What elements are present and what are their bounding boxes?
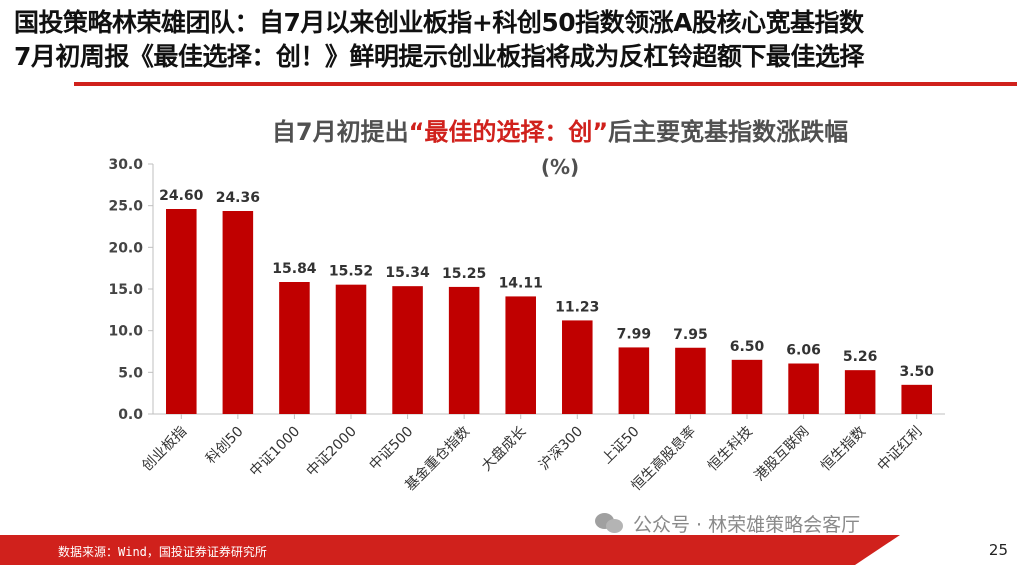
bar-chart: 0.0 5.0 10.0 15.0 20.0 25.0 30.0 24.60 创业板指 24.36… xyxy=(108,157,945,494)
accent-rule xyxy=(74,82,1017,86)
data-label: 7.99 xyxy=(617,326,652,342)
bar xyxy=(675,347,706,414)
bar xyxy=(166,209,197,414)
unit-label: (%) xyxy=(540,155,580,179)
footer-band: 数据来源：Wind，国投证券证券研究所 25 xyxy=(0,535,1024,565)
bar xyxy=(505,296,536,414)
data-label: 6.06 xyxy=(786,343,821,359)
data-label: 3.50 xyxy=(899,364,934,380)
headline: 国投策略林荣雄团队：自7月以来创业板指+科创50指数领涨A股核心宽基指数 7月初… xyxy=(14,6,1014,74)
bar xyxy=(901,384,932,414)
x-tick-label: 中证红利 xyxy=(875,424,926,475)
page-number: 25 xyxy=(988,541,1008,559)
bar xyxy=(731,359,763,414)
y-tick-label: 5.0 xyxy=(118,365,143,381)
x-tick-label: 中证1000 xyxy=(247,424,303,480)
bar xyxy=(844,370,876,414)
data-label: 5.26 xyxy=(843,349,878,365)
bar xyxy=(335,284,367,414)
x-tick-label: 科创50 xyxy=(203,424,247,468)
chart-title-suffix: 后主要宽基指数涨跌幅 xyxy=(608,118,849,146)
y-tick-label: 25.0 xyxy=(108,199,143,215)
bar xyxy=(788,363,819,414)
chart-title-highlight: “最佳的选择：创” xyxy=(408,118,609,146)
bar xyxy=(222,211,254,414)
x-tick-label: 恒生科技 xyxy=(705,424,756,475)
x-tick-label: 港股互联网 xyxy=(752,424,813,485)
watermark-text: 公众号 · 林荣雄策略会客厅 xyxy=(633,513,861,536)
y-tick-label: 0.0 xyxy=(118,407,143,423)
footer-red-band xyxy=(0,535,900,565)
headline-line-1: 国投策略林荣雄团队：自7月以来创业板指+科创50指数领涨A股核心宽基指数 xyxy=(14,8,864,37)
data-label: 6.50 xyxy=(730,339,765,355)
data-label: 24.36 xyxy=(216,190,260,206)
x-tick-label: 创业板指 xyxy=(139,424,190,475)
bar xyxy=(618,347,650,414)
bar xyxy=(279,282,310,414)
x-tick-label: 大盘成长 xyxy=(478,423,530,475)
x-tick-label: 中证2000 xyxy=(304,424,360,480)
chart-title: 自7月初提出“最佳的选择：创”后主要宽基指数涨跌幅 xyxy=(130,112,990,147)
data-label: 7.95 xyxy=(673,327,708,343)
x-tick-label: 沪深300 xyxy=(536,424,586,474)
y-tick-label: 10.0 xyxy=(108,324,143,340)
data-label: 15.84 xyxy=(272,261,317,277)
watermark: 公众号 · 林荣雄策略会客厅 xyxy=(595,508,860,538)
y-tick-label: 30.0 xyxy=(108,157,143,173)
source-note: 数据来源：Wind，国投证券证券研究所 xyxy=(58,545,267,559)
headline-line-2: 7月初周报《最佳选择：创！》鲜明提示创业板指将成为反杠铃超额下最佳选择 xyxy=(14,42,864,71)
data-label: 11.23 xyxy=(555,299,599,315)
data-label: 15.52 xyxy=(329,264,373,280)
bar xyxy=(392,286,423,414)
data-label: 24.60 xyxy=(159,188,204,204)
x-tick-label: 恒生指数 xyxy=(818,424,869,475)
data-label: 14.11 xyxy=(499,275,543,291)
y-tick-label: 20.0 xyxy=(108,240,143,256)
y-tick-label: 15.0 xyxy=(108,282,143,298)
data-label: 15.25 xyxy=(442,266,486,282)
bar xyxy=(562,320,593,414)
data-label: 15.34 xyxy=(385,265,430,281)
x-tick-label: 上证50 xyxy=(599,424,643,468)
bar xyxy=(448,286,480,414)
x-tick-label: 中证500 xyxy=(366,424,416,474)
wechat-icon xyxy=(595,511,625,535)
chart-title-prefix: 自7月初提出 xyxy=(271,118,409,146)
